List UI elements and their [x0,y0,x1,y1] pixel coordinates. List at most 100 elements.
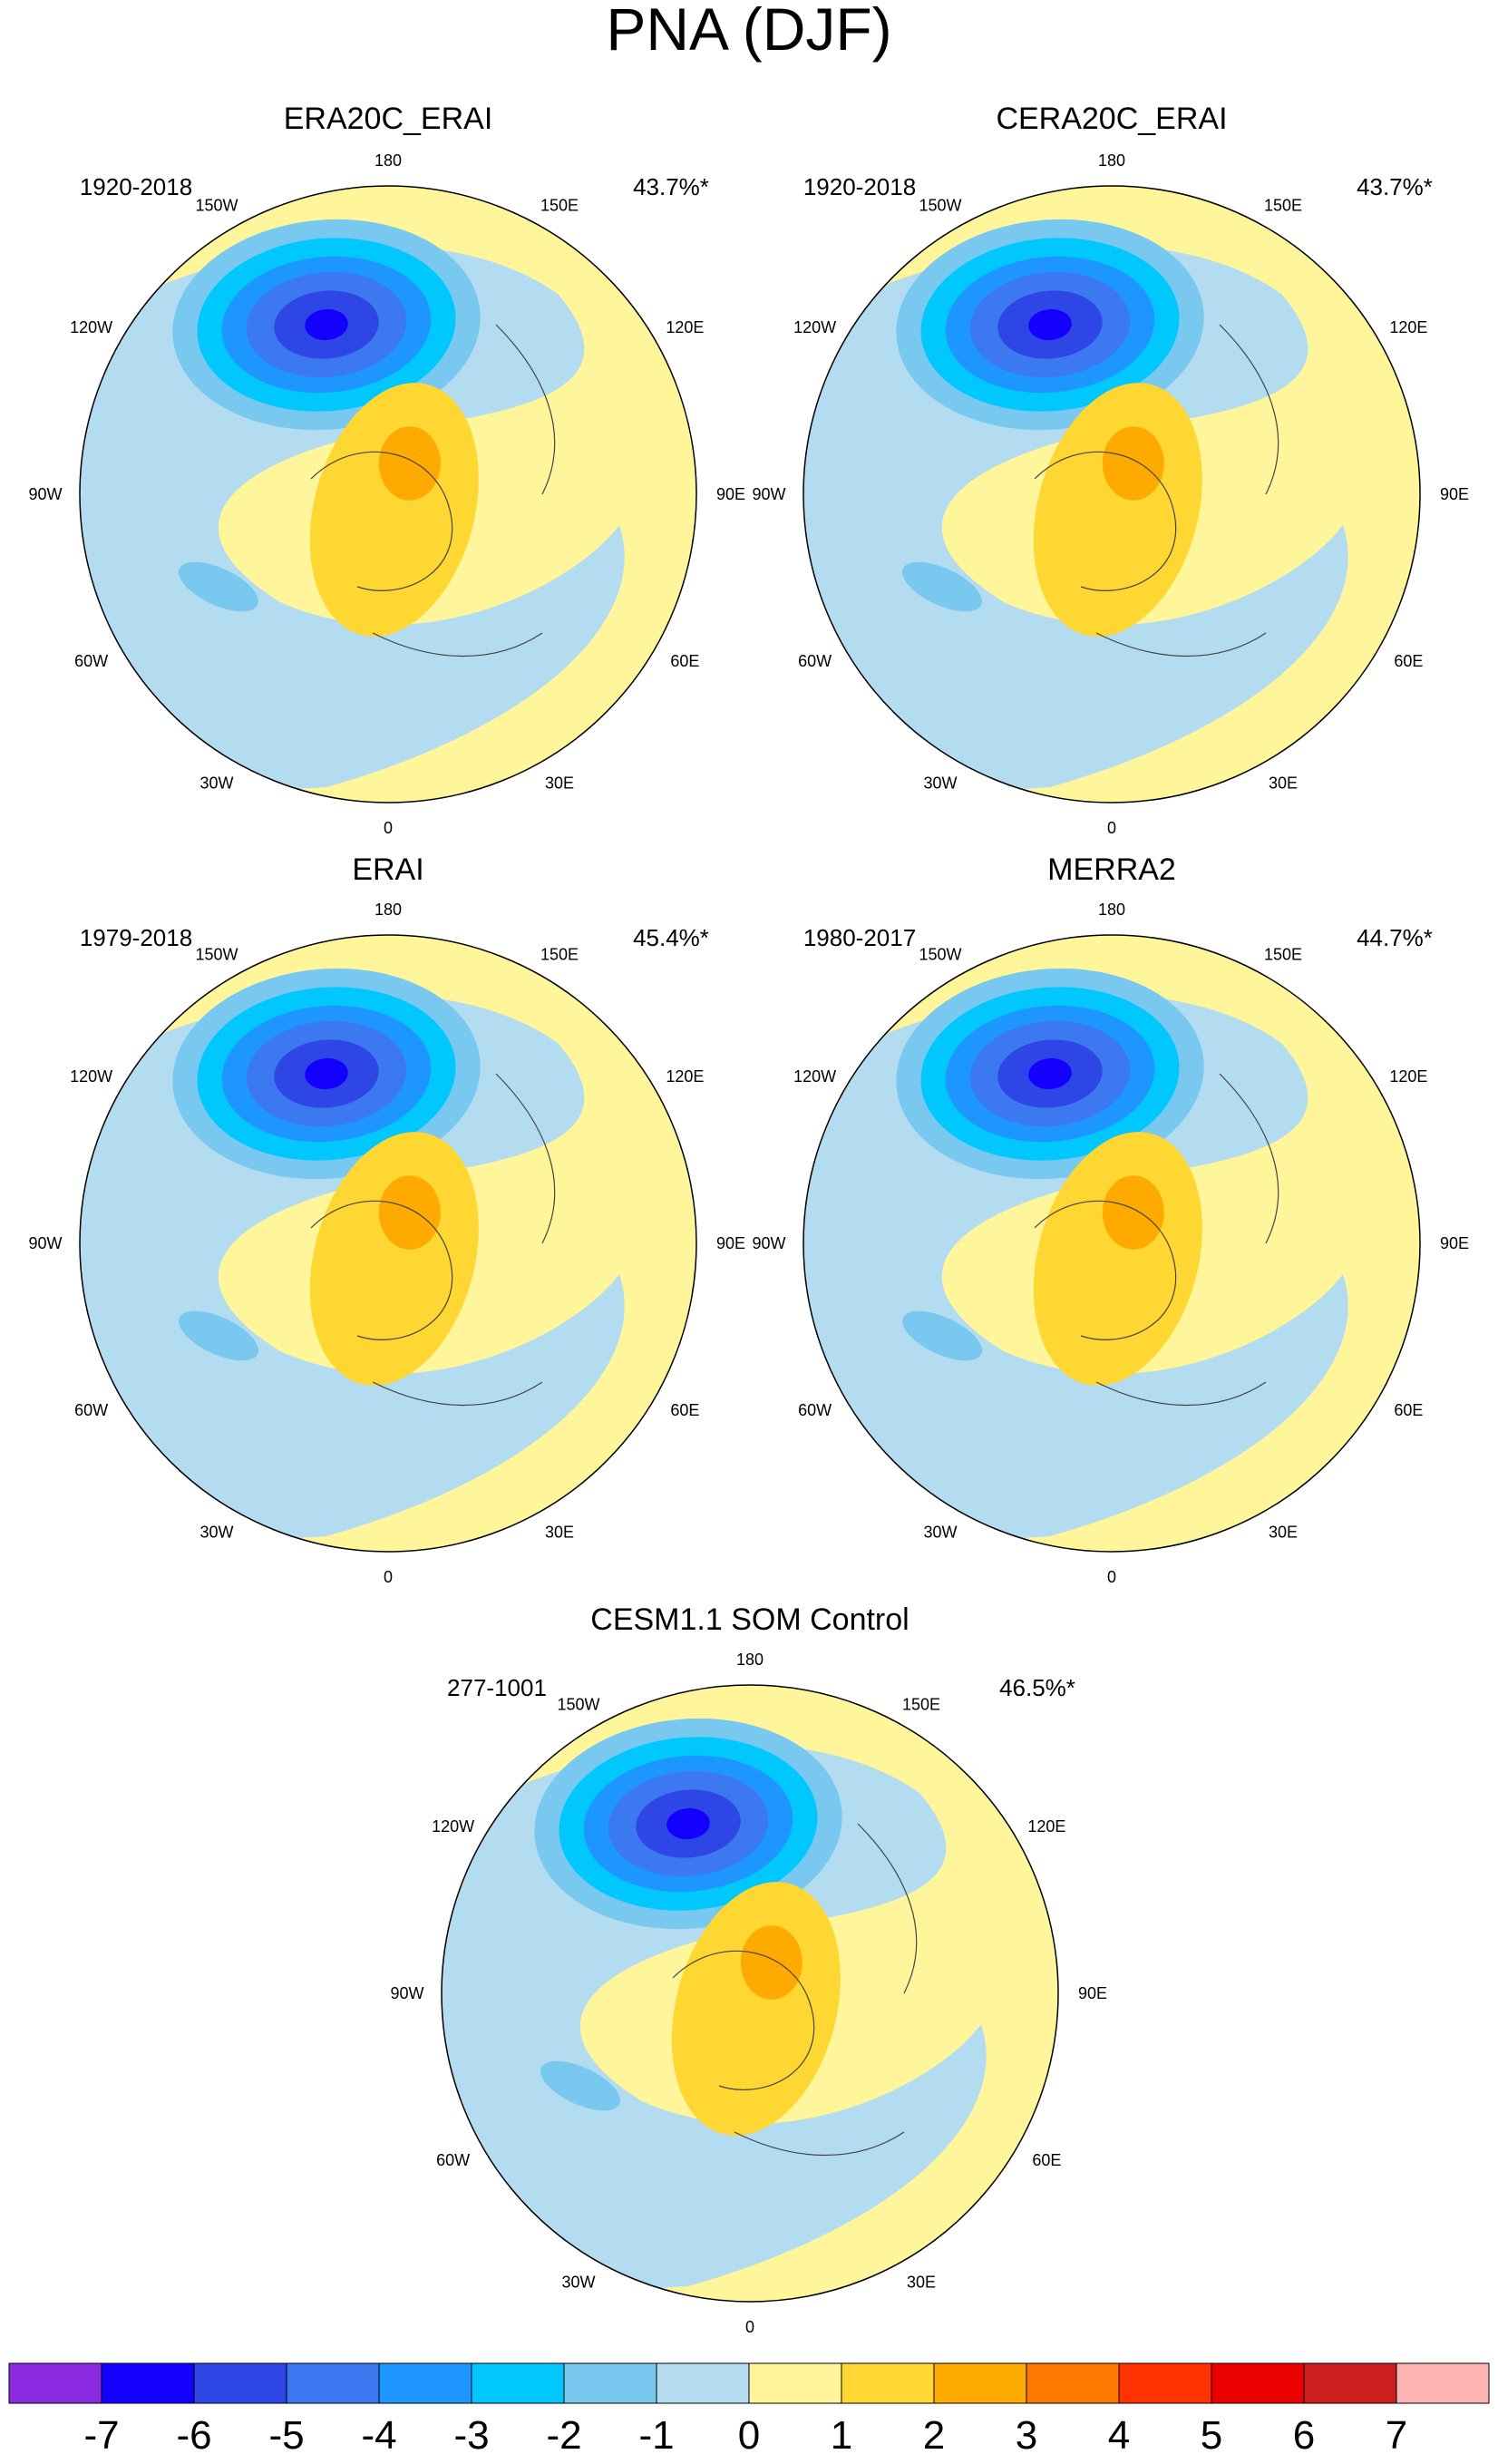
colorbar-label: -5 [268,2413,304,2458]
longitude-label: 30E [1269,774,1298,793]
negative-anomaly-contour [902,1310,982,1361]
panel-variance: 46.5%* [999,1674,1075,1701]
longitude-label: 150E [1264,196,1302,214]
colorbar-label: -6 [176,2413,211,2458]
colorbar-swatch [1118,2362,1212,2404]
map-boundary [79,934,697,1553]
figure-title: PNA (DJF) [606,0,892,63]
longitude-label: 30W [923,1524,957,1542]
longitude-label: 180 [1098,151,1125,170]
longitude-label: 90E [716,1234,745,1252]
longitude-label: 90E [1440,1234,1469,1252]
colorbar-swatch [1396,2362,1490,2404]
colorbar-swatch [471,2362,565,2404]
longitude-label: 60E [1394,652,1423,670]
negative-anomaly-contour [666,1807,710,1840]
panel-title: ERAI [352,852,423,887]
longitude-label: 150W [195,945,238,963]
longitude-label: 0 [384,1568,393,1586]
negative-anomaly-contour [305,308,348,341]
coastlines [672,1823,918,2156]
longitude-label: 30E [545,774,574,793]
longitude-label: 30W [561,2274,595,2292]
longitude-label: 180 [374,151,402,170]
longitude-label: 0 [1107,1568,1116,1586]
panel-variance: 44.7%* [1357,924,1433,951]
longitude-label: 90W [390,1984,423,2002]
longitude-label: 30E [907,2274,936,2292]
map-field [803,186,1420,803]
longitude-label: 150E [1264,945,1302,963]
longitude-label: 120W [432,1817,474,1836]
longitude-label: 120E [1389,318,1427,336]
panel-period: 1920-2018 [80,173,192,200]
longitude-label: 60W [798,652,832,670]
longitude-label: 150W [919,196,961,214]
longitude-label: 90W [28,485,62,503]
longitude-label: 60E [1394,1401,1423,1419]
coastlines [310,324,556,657]
panel-variance: 43.7%* [633,173,709,200]
longitude-label: 60W [74,1401,108,1419]
longitude-label: 90W [752,485,785,503]
longitude-label: 90E [716,485,745,503]
map-field [803,935,1420,1552]
longitude-label: 30W [923,774,957,793]
map-panel-3: ERAI 1979-2018 45.4%* 180 150E 120E 90E 60E 30E 0… [28,852,745,1586]
longitude-label: 180 [374,901,402,919]
colorbar-swatch [1026,2362,1120,2404]
longitude-label: 90W [752,1234,785,1252]
panel-title: ERA20C_ERAI [284,102,493,136]
colorbar-swatch [8,2362,102,2404]
colorbar-label: 3 [1016,2413,1037,2458]
panel-title: MERRA2 [1047,852,1176,887]
colorbar-swatch [193,2362,287,2404]
longitude-label: 30E [545,1524,574,1542]
colorbar-swatch [656,2362,750,2404]
longitude-label: 90E [1440,485,1469,503]
longitude-label: 180 [736,1651,764,1669]
longitude-label: 150W [919,945,961,963]
longitude-label: 0 [745,2318,754,2336]
panel-title: CERA20C_ERAI [996,102,1227,136]
panel-period: 277-1001 [447,1674,547,1701]
negative-anomaly-contour [540,2060,620,2111]
negative-anomaly-contour [902,561,982,612]
colorbar-label: 1 [831,2413,852,2458]
map-field [80,935,696,1552]
positive-anomaly-contour [378,426,441,501]
longitude-label: 150E [540,196,579,214]
longitude-label: 30W [199,774,233,793]
longitude-label: 120W [793,1067,836,1086]
colorbar: -7 -6 -5 -4 -3 -2 -1 0 1 2 3 4 5 6 7 [8,2362,1490,2458]
longitude-label: 30W [199,1524,233,1542]
longitude-label: 120E [666,1067,704,1086]
colorbar-label: -1 [638,2413,674,2458]
colorbar-label: -3 [453,2413,489,2458]
colorbar-label: 2 [923,2413,945,2458]
map-boundary [79,185,697,803]
panel-title: CESM1.1 SOM Control [590,1602,909,1637]
colorbar-swatch [841,2362,935,2404]
colorbar-label: 7 [1386,2413,1407,2458]
longitude-label: 0 [1107,819,1116,837]
longitude-label: 60E [670,652,699,670]
panel-variance: 43.7%* [1357,173,1433,200]
positive-anomaly-contour [1102,426,1164,501]
map-field [80,186,696,803]
longitude-label: 120E [666,318,704,336]
panel-period: 1920-2018 [803,173,916,200]
longitude-label: 120E [1027,1817,1065,1836]
positive-anomaly-contour [378,1175,441,1250]
negative-anomaly-contour [1028,308,1072,341]
map-boundary [441,1684,1059,2303]
longitude-label: 60E [670,1401,699,1419]
colorbar-swatch [1303,2362,1397,2404]
colorbar-swatch [101,2362,195,2404]
colorbar-label: 6 [1293,2413,1315,2458]
longitude-label: 0 [384,819,393,837]
colorbar-swatch [748,2362,842,2404]
positive-anomaly-contour [1102,1175,1164,1250]
coastlines [310,1073,556,1406]
